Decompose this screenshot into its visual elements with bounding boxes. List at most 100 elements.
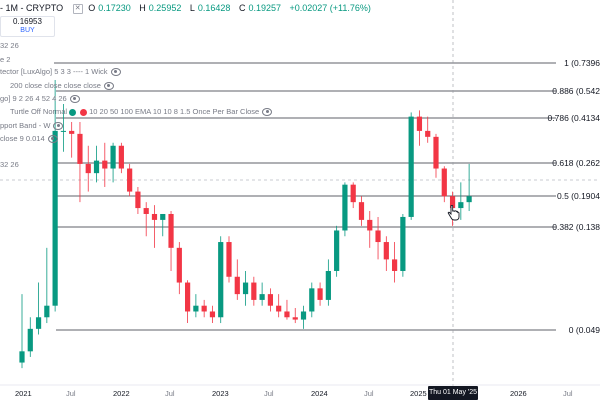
fib-label-0786: 0.786 (0.4134	[547, 113, 600, 123]
eye-icon[interactable]	[262, 108, 273, 117]
candle-up	[242, 282, 249, 295]
candle-down	[143, 208, 149, 214]
candle-up	[60, 130, 66, 132]
candle-up	[160, 213, 166, 220]
eye-icon[interactable]	[47, 135, 58, 144]
candle-down	[85, 163, 91, 174]
x-label-jul: Jul	[66, 389, 76, 398]
symbol-header: - 1M - CRYPTO ✕ O 0.17230 H 0.25952 L 0.164…	[0, 0, 600, 16]
candle-up	[342, 184, 348, 231]
candle-up	[466, 196, 472, 203]
candle-up	[193, 305, 199, 312]
x-label-jul: Jul	[364, 389, 374, 398]
ohlc-high: H 0.25952	[139, 3, 182, 13]
status-dot-icon	[80, 108, 88, 116]
candle-up	[218, 242, 224, 318]
close-icon[interactable]: ✕	[72, 3, 83, 14]
candle-down	[234, 276, 240, 295]
candle-down	[416, 116, 423, 131]
x-label-2024: 2024	[311, 389, 328, 398]
candle-down	[102, 160, 108, 169]
candle-up	[259, 294, 265, 300]
ohlc-close: C 0.19257	[238, 3, 281, 13]
candle-down	[127, 168, 133, 192]
indicator-legend-8[interactable]: close 9 0.014	[0, 134, 58, 144]
candle-down	[151, 213, 158, 220]
x-label-2021: 2021	[15, 389, 32, 398]
buy-label: BUY	[20, 27, 35, 34]
candle-down	[267, 294, 273, 306]
fib-label-1: 1 (0.7396	[564, 58, 600, 68]
candle-up	[35, 317, 42, 329]
candle-up	[458, 202, 464, 209]
candle-down	[367, 219, 373, 231]
buy-price-button[interactable]: 0.16953 BUY	[0, 16, 55, 37]
candle-down	[185, 282, 191, 312]
eye-icon[interactable]	[53, 122, 64, 131]
x-label-jul: Jul	[264, 389, 274, 398]
indicator-legend-3[interactable]: tector [LuxAlgo] 5 3 3 ---- 1 Wick	[0, 67, 121, 77]
candle-down	[118, 145, 124, 169]
eye-icon[interactable]	[110, 68, 121, 77]
candle-up	[400, 216, 406, 271]
candle-down	[135, 191, 141, 209]
candle-down	[226, 242, 232, 277]
x-label-2025: 2025	[410, 389, 427, 398]
crosshair-date-badge: Thu 01 May '25	[428, 386, 478, 400]
candle-down	[358, 202, 365, 220]
cursor-hand-icon	[447, 205, 460, 221]
candle-up	[325, 270, 331, 300]
x-label-jul: Jul	[563, 389, 573, 398]
indicator-legend-5[interactable]: go] 9 2 26 4 52 4 26	[0, 94, 80, 104]
candle-up	[93, 160, 100, 174]
candle-up	[27, 328, 33, 352]
candle-down	[276, 305, 282, 312]
candle-down	[284, 311, 290, 318]
indicator-legend-7[interactable]: pport Band - W	[0, 121, 64, 131]
indicator-legend-6[interactable]: Turtle Off Normal 10 20 50 100 EMA 10 10 …	[0, 107, 273, 117]
candle-up	[408, 116, 414, 217]
fib-label-0886: 0.886 (0.542	[552, 86, 600, 96]
candle-down	[383, 242, 389, 260]
candle-down	[201, 305, 207, 312]
indicator-legend-4[interactable]: 200 close close close close	[0, 81, 114, 91]
eye-icon[interactable]	[69, 95, 80, 104]
symbol-title[interactable]: - 1M - CRYPTO	[0, 3, 64, 13]
candle-down	[350, 184, 356, 203]
candle-down	[176, 247, 182, 283]
candle-up	[110, 145, 116, 169]
fib-label-05: 0.5 (0.1904	[556, 191, 600, 201]
fib-label-0618: 0.618 (0.262	[552, 158, 600, 168]
candle-down	[317, 288, 323, 300]
x-label-2022: 2022	[113, 389, 130, 398]
ohlc-open: O 0.17230	[88, 3, 131, 13]
candle-down	[209, 311, 216, 318]
candle-down	[77, 133, 83, 164]
candle-down	[449, 196, 456, 209]
indicator-legend-9[interactable]: 32 26	[0, 160, 19, 169]
eye-icon[interactable]	[103, 82, 114, 91]
fib-label-0382: 0.382 (0.138	[552, 222, 600, 232]
candle-down	[375, 230, 381, 243]
candle-down	[433, 136, 439, 169]
candle-up	[52, 130, 58, 306]
ohlc-low: L 0.16428	[189, 3, 231, 13]
candle-up	[44, 305, 50, 318]
indicator-legend-2[interactable]: e 2	[0, 55, 11, 64]
x-label-2023: 2023	[212, 389, 229, 398]
candle-down	[292, 317, 298, 320]
candle-up	[300, 311, 307, 320]
candle-up	[19, 351, 25, 363]
candle-down	[168, 213, 174, 248]
buy-price: 0.16953	[13, 17, 42, 26]
x-label-2026: 2026	[510, 389, 527, 398]
price-change: +0.02027 (+11.76%)	[289, 3, 371, 13]
candle-down	[251, 282, 257, 300]
indicator-legend-1[interactable]: 32 26	[0, 41, 19, 50]
x-label-jul: Jul	[165, 389, 175, 398]
status-dot-icon	[69, 108, 77, 116]
candle-down	[69, 130, 75, 134]
candle-down	[392, 259, 398, 271]
candle-down	[425, 130, 431, 137]
